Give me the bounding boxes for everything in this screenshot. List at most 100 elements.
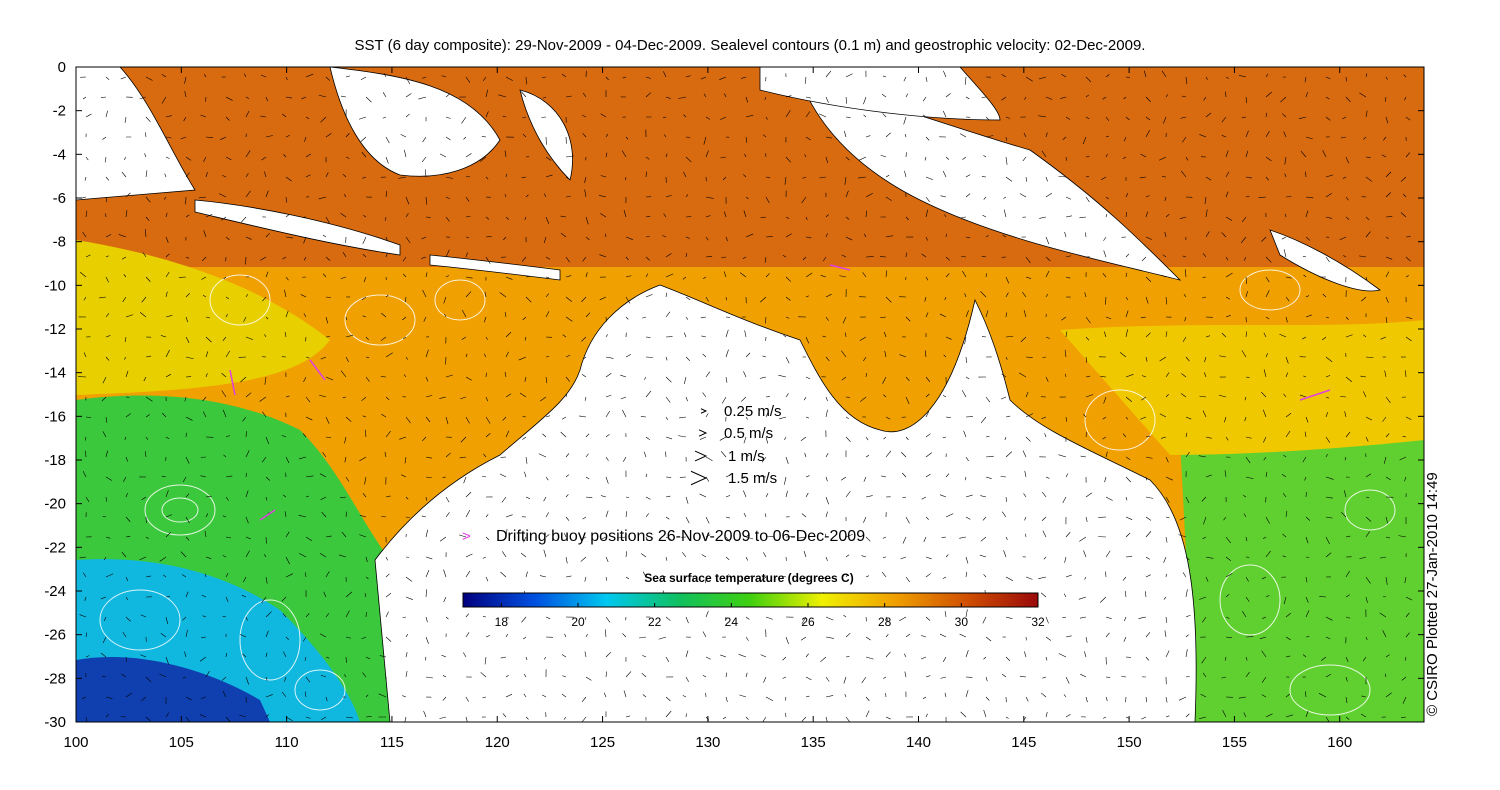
velocity-arrow — [1058, 454, 1067, 458]
velocity-arrow — [1023, 132, 1027, 138]
velocity-arrow — [1005, 176, 1013, 182]
velocity-arrow — [1365, 636, 1368, 641]
velocity-arrow — [418, 96, 427, 100]
velocity-arrow — [345, 316, 348, 321]
velocity-arrow — [485, 89, 489, 98]
velocity-arrow — [1065, 373, 1067, 378]
velocity-arrow — [421, 515, 427, 518]
velocity-arrow — [1245, 536, 1248, 542]
velocity-arrow — [485, 635, 490, 638]
velocity-arrow — [985, 310, 989, 318]
velocity-arrow — [100, 596, 107, 600]
velocity-arrow — [925, 76, 928, 82]
velocity-arrow — [560, 232, 567, 238]
velocity-arrow — [745, 416, 748, 420]
velocity-arrow — [625, 256, 629, 261]
velocity-arrow — [139, 96, 147, 100]
velocity-arrow — [1179, 216, 1187, 219]
velocity-arrow — [200, 714, 207, 718]
velocity-arrow — [705, 215, 711, 218]
velocity-arrow — [1204, 356, 1207, 363]
velocity-arrow — [760, 296, 767, 303]
velocity-arrow — [683, 332, 687, 338]
velocity-arrow — [405, 576, 413, 582]
velocity-arrow — [1045, 293, 1049, 298]
velocity-arrow — [1265, 550, 1271, 558]
velocity-arrow — [1005, 156, 1008, 165]
velocity-arrow — [105, 496, 107, 502]
velocity-arrow — [405, 113, 410, 118]
velocity-arrow — [622, 633, 627, 638]
velocity-arrow — [1285, 613, 1291, 618]
velocity-arrow — [521, 91, 527, 98]
velocity-arrow — [445, 374, 453, 378]
velocity-arrow — [665, 292, 668, 298]
velocity-arrow — [1145, 656, 1149, 661]
velocity-arrow — [321, 716, 327, 720]
velocity-arrow — [861, 555, 867, 558]
velocity-arrow — [1361, 695, 1367, 698]
velocity-arrow — [264, 334, 267, 338]
velocity-arrow — [1084, 292, 1087, 298]
velocity-arrow — [585, 312, 591, 318]
velocity-arrow — [725, 536, 730, 542]
velocity-arrow — [763, 676, 767, 683]
velocity-arrow — [504, 193, 507, 198]
velocity-arrow — [262, 296, 267, 302]
velocity-arrow — [664, 134, 667, 138]
velocity-arrow — [265, 476, 271, 481]
velocity-arrow — [185, 629, 188, 638]
velocity-arrow — [804, 76, 807, 84]
velocity-arrow — [745, 616, 750, 620]
velocity-arrow — [379, 655, 387, 658]
velocity-arrow — [165, 115, 172, 118]
y-tick-label: -20 — [44, 496, 66, 513]
velocity-arrow — [1379, 556, 1387, 559]
velocity-arrow — [925, 136, 930, 141]
velocity-arrow — [485, 433, 491, 438]
velocity-arrow — [682, 552, 687, 558]
velocity-arrow — [1141, 256, 1147, 262]
velocity-arrow — [480, 672, 487, 678]
velocity-arrow — [865, 710, 870, 718]
velocity-arrow — [539, 575, 547, 578]
velocity-arrow — [125, 616, 131, 622]
velocity-arrow — [1362, 656, 1367, 662]
velocity-arrow — [1145, 116, 1151, 121]
velocity-arrow — [365, 356, 370, 359]
velocity-arrow — [645, 536, 648, 540]
velocity-arrow — [1201, 496, 1207, 502]
velocity-arrow — [903, 76, 907, 82]
velocity-arrow — [959, 133, 967, 138]
velocity-arrow — [165, 136, 172, 139]
velocity-arrow — [865, 616, 867, 622]
velocity-arrow — [1345, 76, 1347, 82]
velocity-arrow — [865, 436, 869, 441]
velocity-arrow — [385, 592, 392, 598]
velocity-arrow — [85, 450, 87, 458]
velocity-arrow — [1185, 156, 1189, 161]
velocity-arrow — [1245, 436, 1252, 439]
velocity-arrow — [522, 436, 527, 440]
velocity-arrow — [482, 696, 487, 699]
velocity-arrow — [1043, 556, 1047, 560]
velocity-arrow — [684, 576, 687, 580]
velocity-arrow — [1245, 290, 1248, 298]
velocity-arrow — [605, 433, 610, 438]
velocity-arrow — [1305, 210, 1309, 218]
velocity-arrow — [1365, 496, 1370, 499]
velocity-arrow — [1325, 536, 1330, 545]
velocity-arrow — [985, 676, 988, 682]
velocity-arrow — [545, 293, 550, 298]
velocity-arrow — [625, 275, 632, 278]
velocity-arrow — [1041, 150, 1047, 158]
velocity-arrow — [185, 156, 192, 161]
velocity-arrow — [960, 711, 967, 718]
velocity-arrow — [625, 354, 632, 358]
velocity-arrow — [565, 376, 570, 382]
velocity-arrow — [182, 676, 187, 679]
velocity-arrow — [585, 453, 589, 458]
velocity-arrow — [161, 74, 167, 78]
velocity-arrow — [905, 316, 911, 322]
velocity-arrow — [1204, 196, 1207, 204]
